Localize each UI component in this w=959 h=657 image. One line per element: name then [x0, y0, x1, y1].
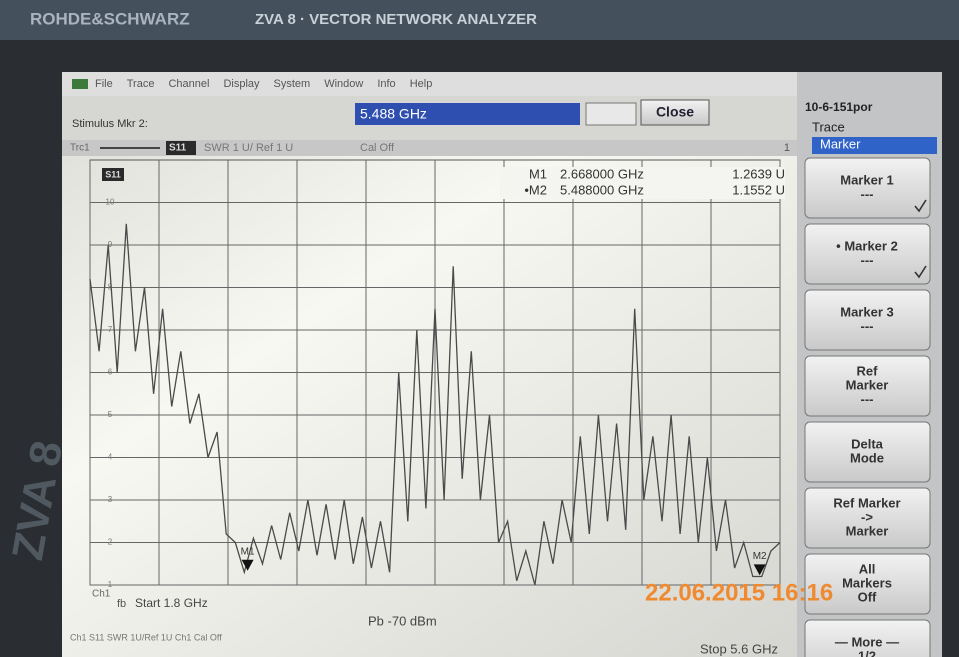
softkey-label: Ref Marker: [833, 495, 900, 510]
menu-item[interactable]: System: [274, 78, 311, 90]
footer-status: Ch1 S11 SWR 1U/Ref 1U Ch1 Cal Off: [70, 632, 222, 642]
check-mark: [914, 199, 927, 213]
readout-name: M1: [529, 166, 547, 181]
softkey-label: Off: [858, 589, 877, 604]
trace-line: [89, 223, 781, 586]
y-tick-label: 6: [108, 368, 113, 377]
softkey-label: ---: [861, 252, 874, 267]
marker-tab[interactable]: [812, 137, 937, 154]
softkey[interactable]: [804, 355, 931, 417]
trace-header: [62, 140, 797, 156]
trace-cal: Cal Off: [360, 142, 395, 154]
window-id: 10-6-151por: [805, 100, 873, 114]
series-name: S11: [105, 169, 121, 179]
footer-power: Pb -70 dBm: [368, 613, 437, 628]
menu-item[interactable]: Display: [223, 78, 260, 90]
softkey-label: Markers: [842, 575, 892, 590]
softkey-label: Delta: [851, 436, 884, 451]
y-tick-label: 10: [106, 198, 115, 207]
y-tick-label: 4: [108, 453, 113, 462]
app-icon: [72, 79, 88, 89]
y-tick-label: 3: [108, 495, 113, 504]
softkey-label: Marker: [846, 377, 889, 392]
y-tick-label: 9: [108, 240, 113, 249]
readout-value: 1.2639 U: [732, 166, 785, 181]
softkey-label: ---: [861, 186, 874, 201]
footer-stop: Stop 5.6 GHz: [700, 641, 778, 656]
plot: 1 2 3 4 5 6 7 8 9 10 S11 M1 M2: [89, 159, 785, 589]
marker-name: M2: [753, 551, 767, 562]
softkey[interactable]: [804, 421, 931, 483]
softkey[interactable]: [804, 487, 931, 549]
window-controls: [810, 80, 870, 98]
close-button[interactable]: [640, 99, 710, 126]
menu-item[interactable]: Trace: [127, 78, 155, 90]
readout-freq: 5.488000 GHz: [560, 182, 644, 197]
trace-param: S11: [169, 143, 187, 154]
softkey[interactable]: [804, 157, 931, 219]
readout-bg: [500, 167, 785, 183]
timestamp: 22.06.2015 16:16: [645, 579, 833, 606]
softkey[interactable]: [804, 289, 931, 351]
marker-name: M1: [241, 546, 255, 557]
footer-channel: Ch1: [92, 589, 111, 600]
menu-item[interactable]: Window: [324, 78, 363, 90]
softkey-label: ->: [861, 509, 873, 524]
softkey-label: Mode: [850, 450, 884, 465]
readout-freq: 2.668000 GHz: [560, 166, 644, 181]
softkey-label: All: [859, 561, 876, 576]
readout-name: •M2: [524, 182, 547, 197]
trace-channel: 1: [784, 142, 790, 154]
softkey[interactable]: [804, 553, 931, 615]
menu-bar: [62, 72, 797, 96]
softkey-label: 1/2: [858, 648, 876, 657]
y-tick-label: 7: [108, 325, 113, 334]
menu-item[interactable]: File: [95, 78, 113, 90]
readout-bg: [500, 183, 785, 199]
softkey-label: — More —: [835, 634, 899, 649]
softkey-label: Marker 1: [840, 172, 893, 187]
maker: ROHDE&SCHWARZ: [30, 9, 190, 28]
footer-start: Start 1.8 GHz: [135, 596, 208, 610]
softkey[interactable]: [804, 619, 931, 657]
softkey-label: Marker: [846, 523, 889, 538]
menu-item[interactable]: Info: [377, 78, 395, 90]
y-tick-label: 1: [108, 580, 113, 589]
y-tick-label: 2: [108, 538, 113, 547]
footer-fb: fb: [117, 598, 126, 610]
model: ZVA 8 · VECTOR NETWORK ANALYZER: [255, 11, 537, 28]
stimulus-input[interactable]: [355, 103, 580, 125]
readout-value: 1.1552 U: [732, 182, 785, 197]
close-label: Close: [656, 104, 694, 120]
stimulus-label: Stimulus Mkr 2:: [72, 118, 148, 130]
softkey-label: Ref: [857, 363, 879, 378]
series-chip: [102, 168, 124, 181]
trace-format: SWR 1 U/ Ref 1 U: [204, 142, 293, 154]
softkey-label: • Marker 2: [836, 238, 898, 253]
param-chip: [166, 141, 196, 155]
stimulus-value: 5.488 GHz: [360, 106, 427, 122]
menu-item[interactable]: Help: [410, 78, 433, 90]
top-strip: [0, 0, 959, 40]
y-tick-label: 5: [108, 410, 113, 419]
spin-controls[interactable]: [585, 102, 637, 126]
marker-triangle: [753, 564, 766, 576]
softkey-label: ---: [861, 318, 874, 333]
softkey-label: Marker 3: [840, 304, 893, 319]
tab-trace[interactable]: Trace: [812, 119, 845, 134]
tab-marker[interactable]: Marker: [820, 136, 861, 151]
y-tick-label: 8: [108, 283, 113, 292]
check-mark: [914, 265, 927, 279]
trace-name: Trc1: [70, 143, 90, 154]
marker-triangle: [241, 559, 254, 571]
softkey[interactable]: [804, 223, 931, 285]
menu-item[interactable]: Channel: [168, 78, 209, 90]
softkey-label: ---: [861, 391, 874, 406]
